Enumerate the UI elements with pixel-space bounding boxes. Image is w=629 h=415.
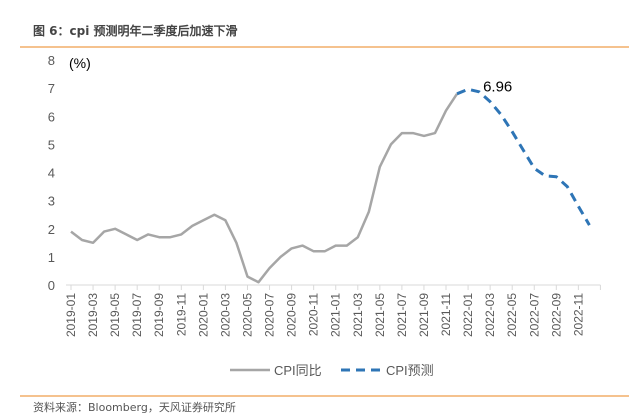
x-tick-label: 2019-09: [152, 293, 166, 337]
x-tick-label: 2021-03: [351, 293, 365, 337]
y-tick-label: 4: [48, 166, 55, 181]
x-tick-label: 2020-05: [240, 293, 254, 337]
x-tick-label: 2020-03: [218, 293, 232, 337]
x-tick-label: 2022-01: [461, 293, 475, 337]
legend-label-cpi-forecast: CPI预测: [386, 363, 434, 378]
x-tick-label: 2021-05: [373, 293, 387, 337]
y-tick-label: 0: [48, 278, 55, 293]
series-line-cpi-yoy: [71, 94, 457, 282]
source-note: 资料来源：Bloomberg，天风证券研究所: [33, 399, 236, 415]
y-tick-label: 7: [48, 81, 55, 96]
x-tick-label: 2022-03: [483, 293, 497, 337]
x-tick-label: 2020-07: [263, 293, 277, 337]
x-tick-label: 2019-05: [108, 293, 122, 337]
x-tick-label: 2022-05: [505, 293, 519, 337]
y-tick-label: 3: [48, 194, 55, 209]
x-tick-label: 2022-09: [549, 293, 563, 337]
legend-label-cpi-yoy: CPI同比: [274, 363, 322, 378]
x-tick-label: 2020-09: [285, 293, 299, 337]
x-tick-label: 2019-11: [174, 293, 188, 336]
y-tick-label: 8: [48, 53, 55, 68]
series-line-cpi-forecast: [457, 89, 589, 225]
bottom-divider: [20, 395, 629, 397]
x-tick-label: 2019-07: [130, 293, 144, 337]
x-tick-label: 2022-07: [527, 293, 541, 337]
y-tick-label: 5: [48, 137, 55, 152]
x-tick-label: 2022-11: [571, 293, 585, 336]
y-tick-label: 1: [48, 250, 55, 265]
x-tick-label: 2021-11: [439, 293, 453, 336]
data-label: 6.96: [483, 78, 512, 95]
x-tick-label: 2021-07: [395, 293, 409, 337]
x-tick-label: 2020-11: [307, 293, 321, 336]
x-tick-label: 2021-01: [329, 293, 343, 337]
x-tick-label: 2019-01: [64, 293, 78, 337]
y-tick-label: 2: [48, 222, 55, 237]
x-tick-label: 2020-01: [196, 293, 210, 337]
x-tick-label: 2021-09: [417, 293, 431, 337]
y-tick-label: 6: [48, 109, 55, 124]
x-tick-label: 2019-03: [86, 293, 100, 337]
y-axis-label: (%): [69, 55, 91, 71]
